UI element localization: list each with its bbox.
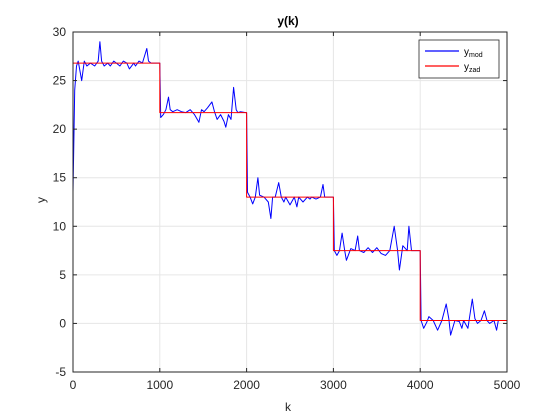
- legend-label-subscript: zad: [469, 67, 480, 74]
- legend-box: [418, 39, 500, 79]
- tick-labels: 0 1000 2000 3000 4000 5000 -5 0 5 10 15 20 25 30: [53, 25, 521, 392]
- series-lines: [72, 41, 507, 336]
- series-line-yzad: [73, 62, 507, 321]
- y-tick-label: 15: [53, 171, 67, 185]
- x-tick-label: 2000: [233, 378, 260, 392]
- x-tick-label: 0: [70, 378, 77, 392]
- y-tick-label: 10: [53, 219, 67, 233]
- y-tick-label: 0: [59, 316, 66, 330]
- tick-marks: [72, 31, 508, 373]
- x-tick-label: 1000: [146, 378, 173, 392]
- y-tick-label: -5: [55, 365, 66, 379]
- y-tick-label: 5: [59, 268, 66, 282]
- chart-title: y(k): [277, 14, 298, 28]
- y-tick-label: 25: [53, 74, 67, 88]
- legend-label-subscript: mod: [469, 52, 483, 59]
- x-tick-label: 3000: [320, 378, 347, 392]
- x-axis-label: k: [285, 400, 292, 414]
- y-axis-label: y: [34, 197, 48, 203]
- x-tick-label: 5000: [494, 378, 521, 392]
- plot-frame: [72, 31, 508, 373]
- x-tick-label: 4000: [407, 378, 434, 392]
- series-line-ymod: [72, 41, 507, 336]
- y-tick-label: 30: [53, 25, 67, 39]
- y-tick-label: 20: [53, 122, 67, 136]
